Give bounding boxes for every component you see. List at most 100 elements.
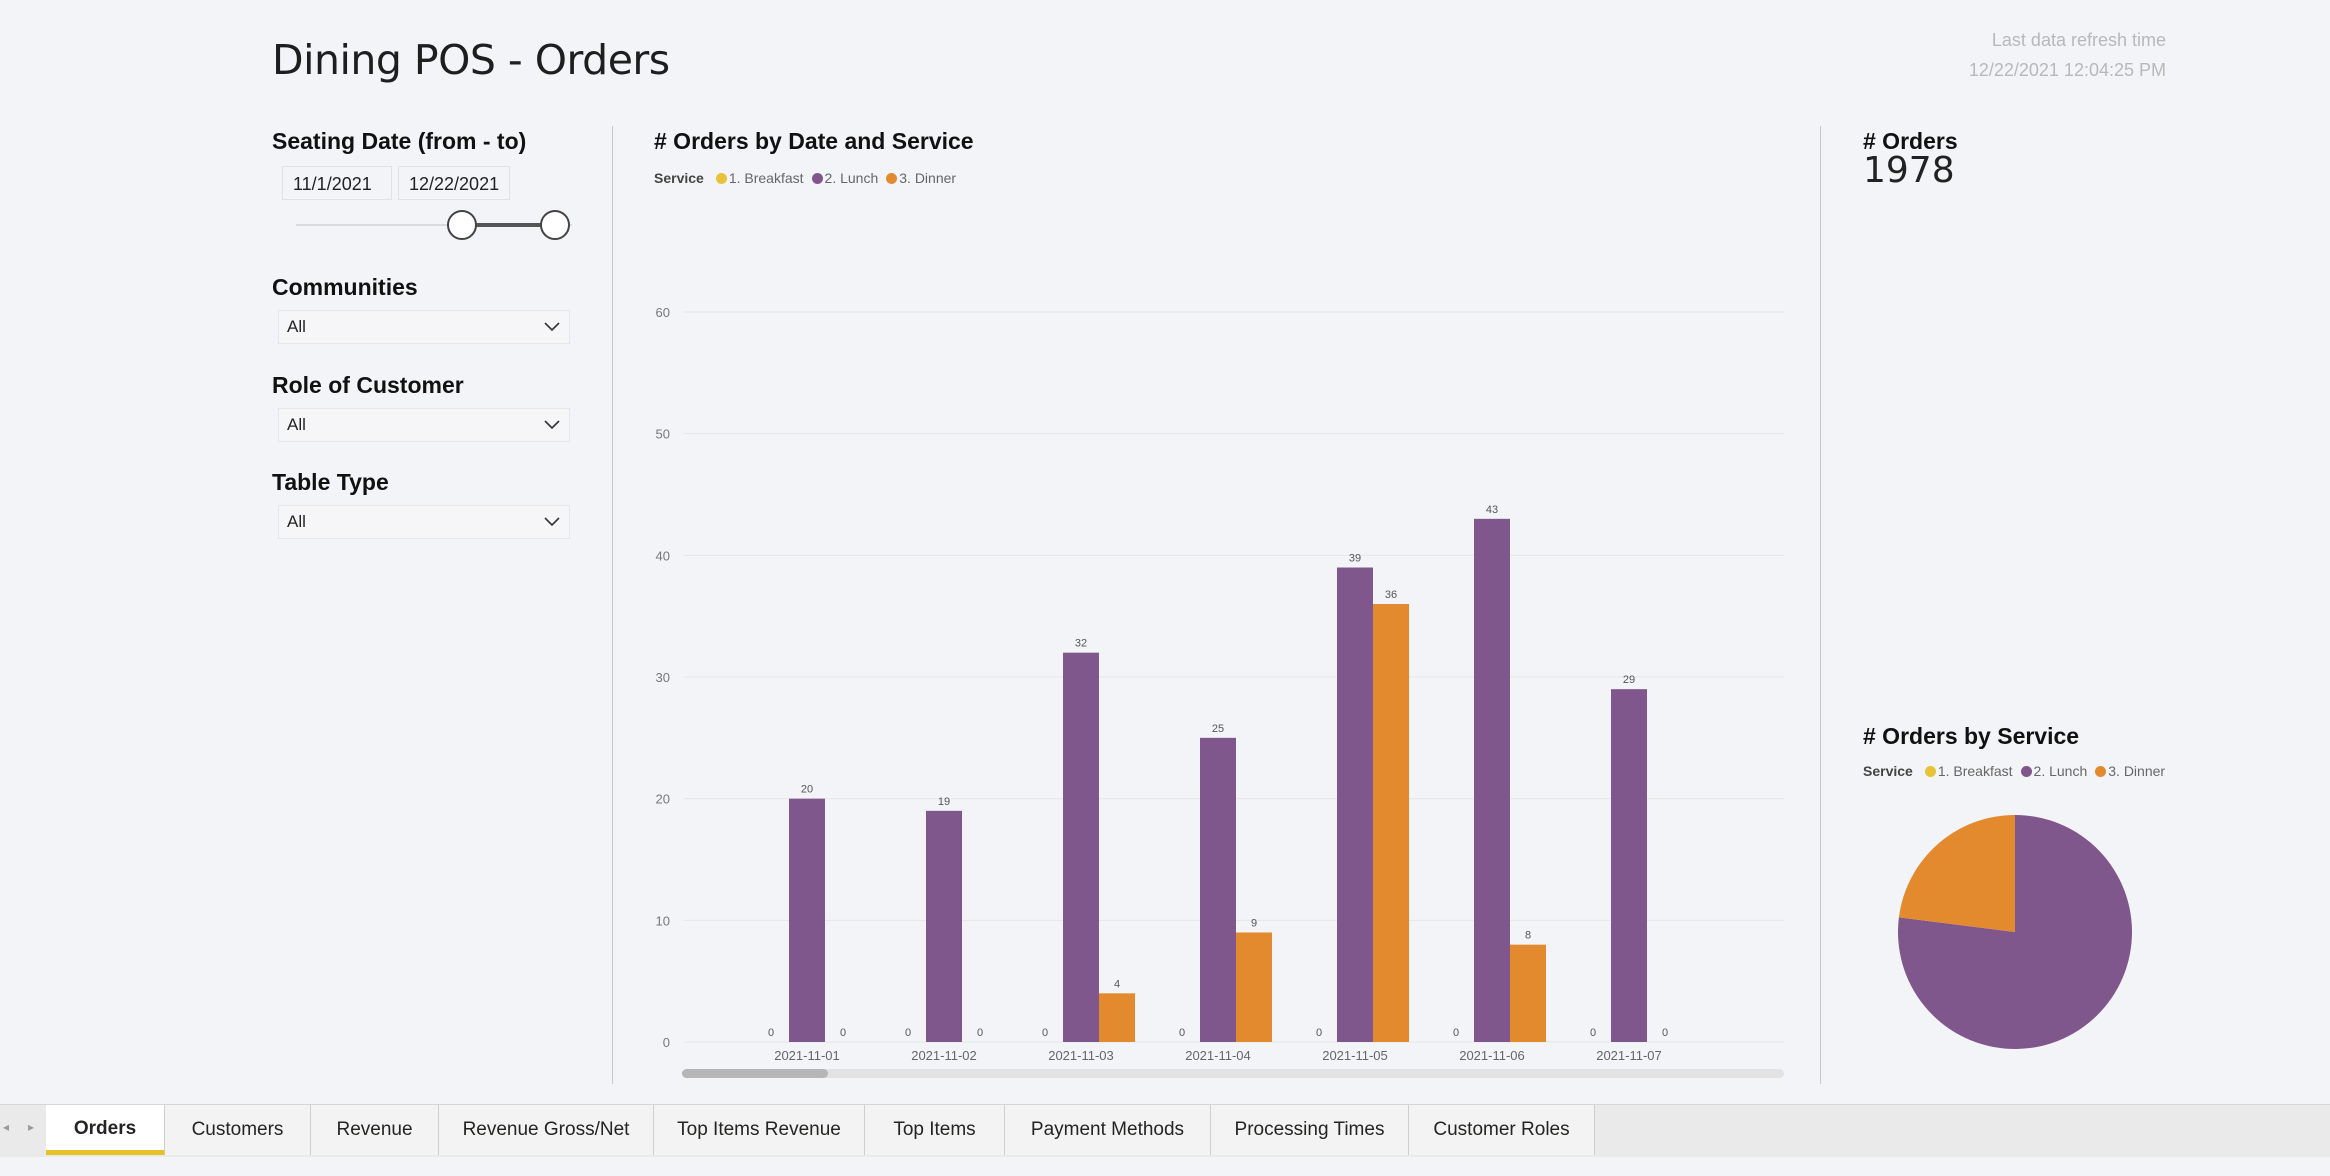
page-title: Dining POS - Orders [272, 36, 670, 84]
table-type-value: All [287, 512, 306, 531]
chart-scrollbar-thumb[interactable] [682, 1069, 828, 1078]
bar [1373, 604, 1409, 1042]
role-dropdown[interactable]: All [278, 408, 570, 442]
orders-bar-chart: 010203040506002002021-11-0101902021-11-0… [656, 305, 1784, 1063]
chevron-down-icon [544, 420, 560, 430]
x-tick-label: 2021-11-02 [911, 1048, 977, 1063]
kpi-value: 1978 [1863, 150, 1955, 191]
pie-legend-dot-dinner [2095, 765, 2107, 777]
y-tick-label: 50 [656, 427, 670, 442]
x-tick-label: 2021-11-05 [1322, 1048, 1388, 1063]
data-label: 43 [1486, 504, 1498, 516]
data-label: 8 [1525, 930, 1531, 942]
bar [926, 810, 962, 1042]
x-tick-label: 2021-11-03 [1048, 1048, 1114, 1063]
tab-prev-arrow[interactable]: ◂ [3, 1120, 10, 1134]
communities-dropdown[interactable]: All [278, 310, 570, 344]
bar [1474, 518, 1510, 1042]
x-tick-label: 2021-11-06 [1459, 1048, 1525, 1063]
communities-value: All [287, 317, 306, 336]
orders-pie-chart [1898, 815, 2132, 1049]
data-label: 0 [977, 1027, 983, 1039]
bar [789, 798, 825, 1042]
legend-label-lunch: 2. Lunch [824, 170, 879, 186]
role-value: All [287, 415, 306, 434]
data-label: 39 [1349, 553, 1361, 565]
data-label: 29 [1623, 674, 1635, 686]
legend-item-dinner[interactable]: 3. Dinner [886, 170, 956, 186]
role-label: Role of Customer [272, 372, 464, 398]
y-tick-label: 20 [656, 792, 670, 807]
seating-date-label: Seating Date (from - to) [272, 128, 527, 154]
bar [1510, 944, 1546, 1042]
legend-item-lunch[interactable]: 2. Lunch [811, 170, 879, 186]
data-label: 0 [905, 1027, 911, 1039]
divider-left [612, 126, 613, 1084]
pie-legend-dot-lunch [2020, 765, 2032, 777]
table-type-label: Table Type [272, 469, 389, 495]
bar [1063, 652, 1099, 1042]
tab-customers[interactable]: Customers [165, 1105, 311, 1155]
tab-top-items-revenue[interactable]: Top Items Revenue [654, 1105, 865, 1155]
tab-next-arrow[interactable]: ▸ [28, 1120, 35, 1134]
bar [1099, 993, 1135, 1042]
y-tick-label: 0 [663, 1035, 670, 1050]
tab-processing-times[interactable]: Processing Times [1211, 1105, 1409, 1155]
x-tick-label: 2021-11-07 [1596, 1048, 1662, 1063]
tab-top-items[interactable]: Top Items [865, 1105, 1005, 1155]
bar-chart-legend: Service 1. Breakfast 2. Lunch 3. Dinner [654, 170, 960, 186]
data-label: 19 [938, 796, 950, 808]
tab-orders[interactable]: Orders [46, 1105, 165, 1155]
tab-payment-methods[interactable]: Payment Methods [1005, 1105, 1211, 1155]
data-label: 0 [1042, 1027, 1048, 1039]
data-label: 0 [768, 1027, 774, 1039]
data-label: 20 [801, 784, 813, 796]
date-slider-range [462, 223, 554, 227]
divider-right [1820, 126, 1821, 1084]
pie-legend-label-dinner: 3. Dinner [2108, 763, 2166, 779]
pie-legend-label-breakfast: 1. Breakfast [1937, 763, 2013, 779]
data-label: 25 [1212, 723, 1224, 735]
data-label: 36 [1385, 589, 1397, 601]
date-slider-start-handle[interactable] [447, 210, 477, 240]
legend-item-breakfast[interactable]: 1. Breakfast [715, 170, 804, 186]
tab-revenue-gross-net[interactable]: Revenue Gross/Net [439, 1105, 654, 1155]
legend-label-breakfast: 1. Breakfast [728, 170, 804, 186]
bar [1236, 932, 1272, 1042]
bar [1200, 737, 1236, 1042]
chevron-down-icon [544, 322, 560, 332]
x-tick-label: 2021-11-01 [774, 1048, 840, 1063]
pie-legend-item-breakfast[interactable]: 1. Breakfast [1924, 763, 2013, 779]
y-tick-label: 30 [656, 670, 670, 685]
pie-legend-item-dinner[interactable]: 3. Dinner [2095, 763, 2165, 779]
pie-legend-dot-breakfast [1924, 765, 1936, 777]
pie-legend-item-lunch[interactable]: 2. Lunch [2020, 763, 2087, 779]
data-label: 0 [1662, 1027, 1668, 1039]
tab-revenue[interactable]: Revenue [311, 1105, 439, 1155]
legend-dot-dinner [886, 172, 898, 184]
bar [1611, 689, 1647, 1042]
legend-dot-breakfast [715, 172, 727, 184]
date-slider-track[interactable] [296, 224, 572, 226]
data-label: 0 [1179, 1027, 1185, 1039]
data-label: 9 [1251, 918, 1257, 930]
table-type-dropdown[interactable]: All [278, 505, 570, 539]
date-slider-end-handle[interactable] [540, 210, 570, 240]
chart-scrollbar-track[interactable] [682, 1069, 1784, 1078]
pie-slice[interactable] [1898, 815, 2015, 932]
pie-chart-title: # Orders by Service [1863, 723, 2080, 749]
legend-dot-lunch [811, 172, 823, 184]
date-from-input[interactable]: 11/1/2021 [282, 166, 392, 200]
pie-chart-legend: Service 1. Breakfast 2. Lunch 3. Dinner [1863, 763, 2169, 779]
tab-customer-roles[interactable]: Customer Roles [1409, 1105, 1595, 1155]
data-label: 4 [1114, 978, 1120, 990]
date-to-input[interactable]: 12/22/2021 [398, 166, 510, 200]
pie-legend-title: Service [1863, 763, 1913, 779]
refresh-time-value: 12/22/2021 12:04:25 PM [1968, 60, 2166, 80]
data-label: 0 [1316, 1027, 1322, 1039]
legend-label-dinner: 3. Dinner [899, 170, 957, 186]
chevron-down-icon [544, 517, 560, 527]
y-tick-label: 60 [656, 305, 670, 320]
bar-chart-title: # Orders by Date and Service [654, 128, 974, 154]
legend-title: Service [654, 170, 704, 186]
